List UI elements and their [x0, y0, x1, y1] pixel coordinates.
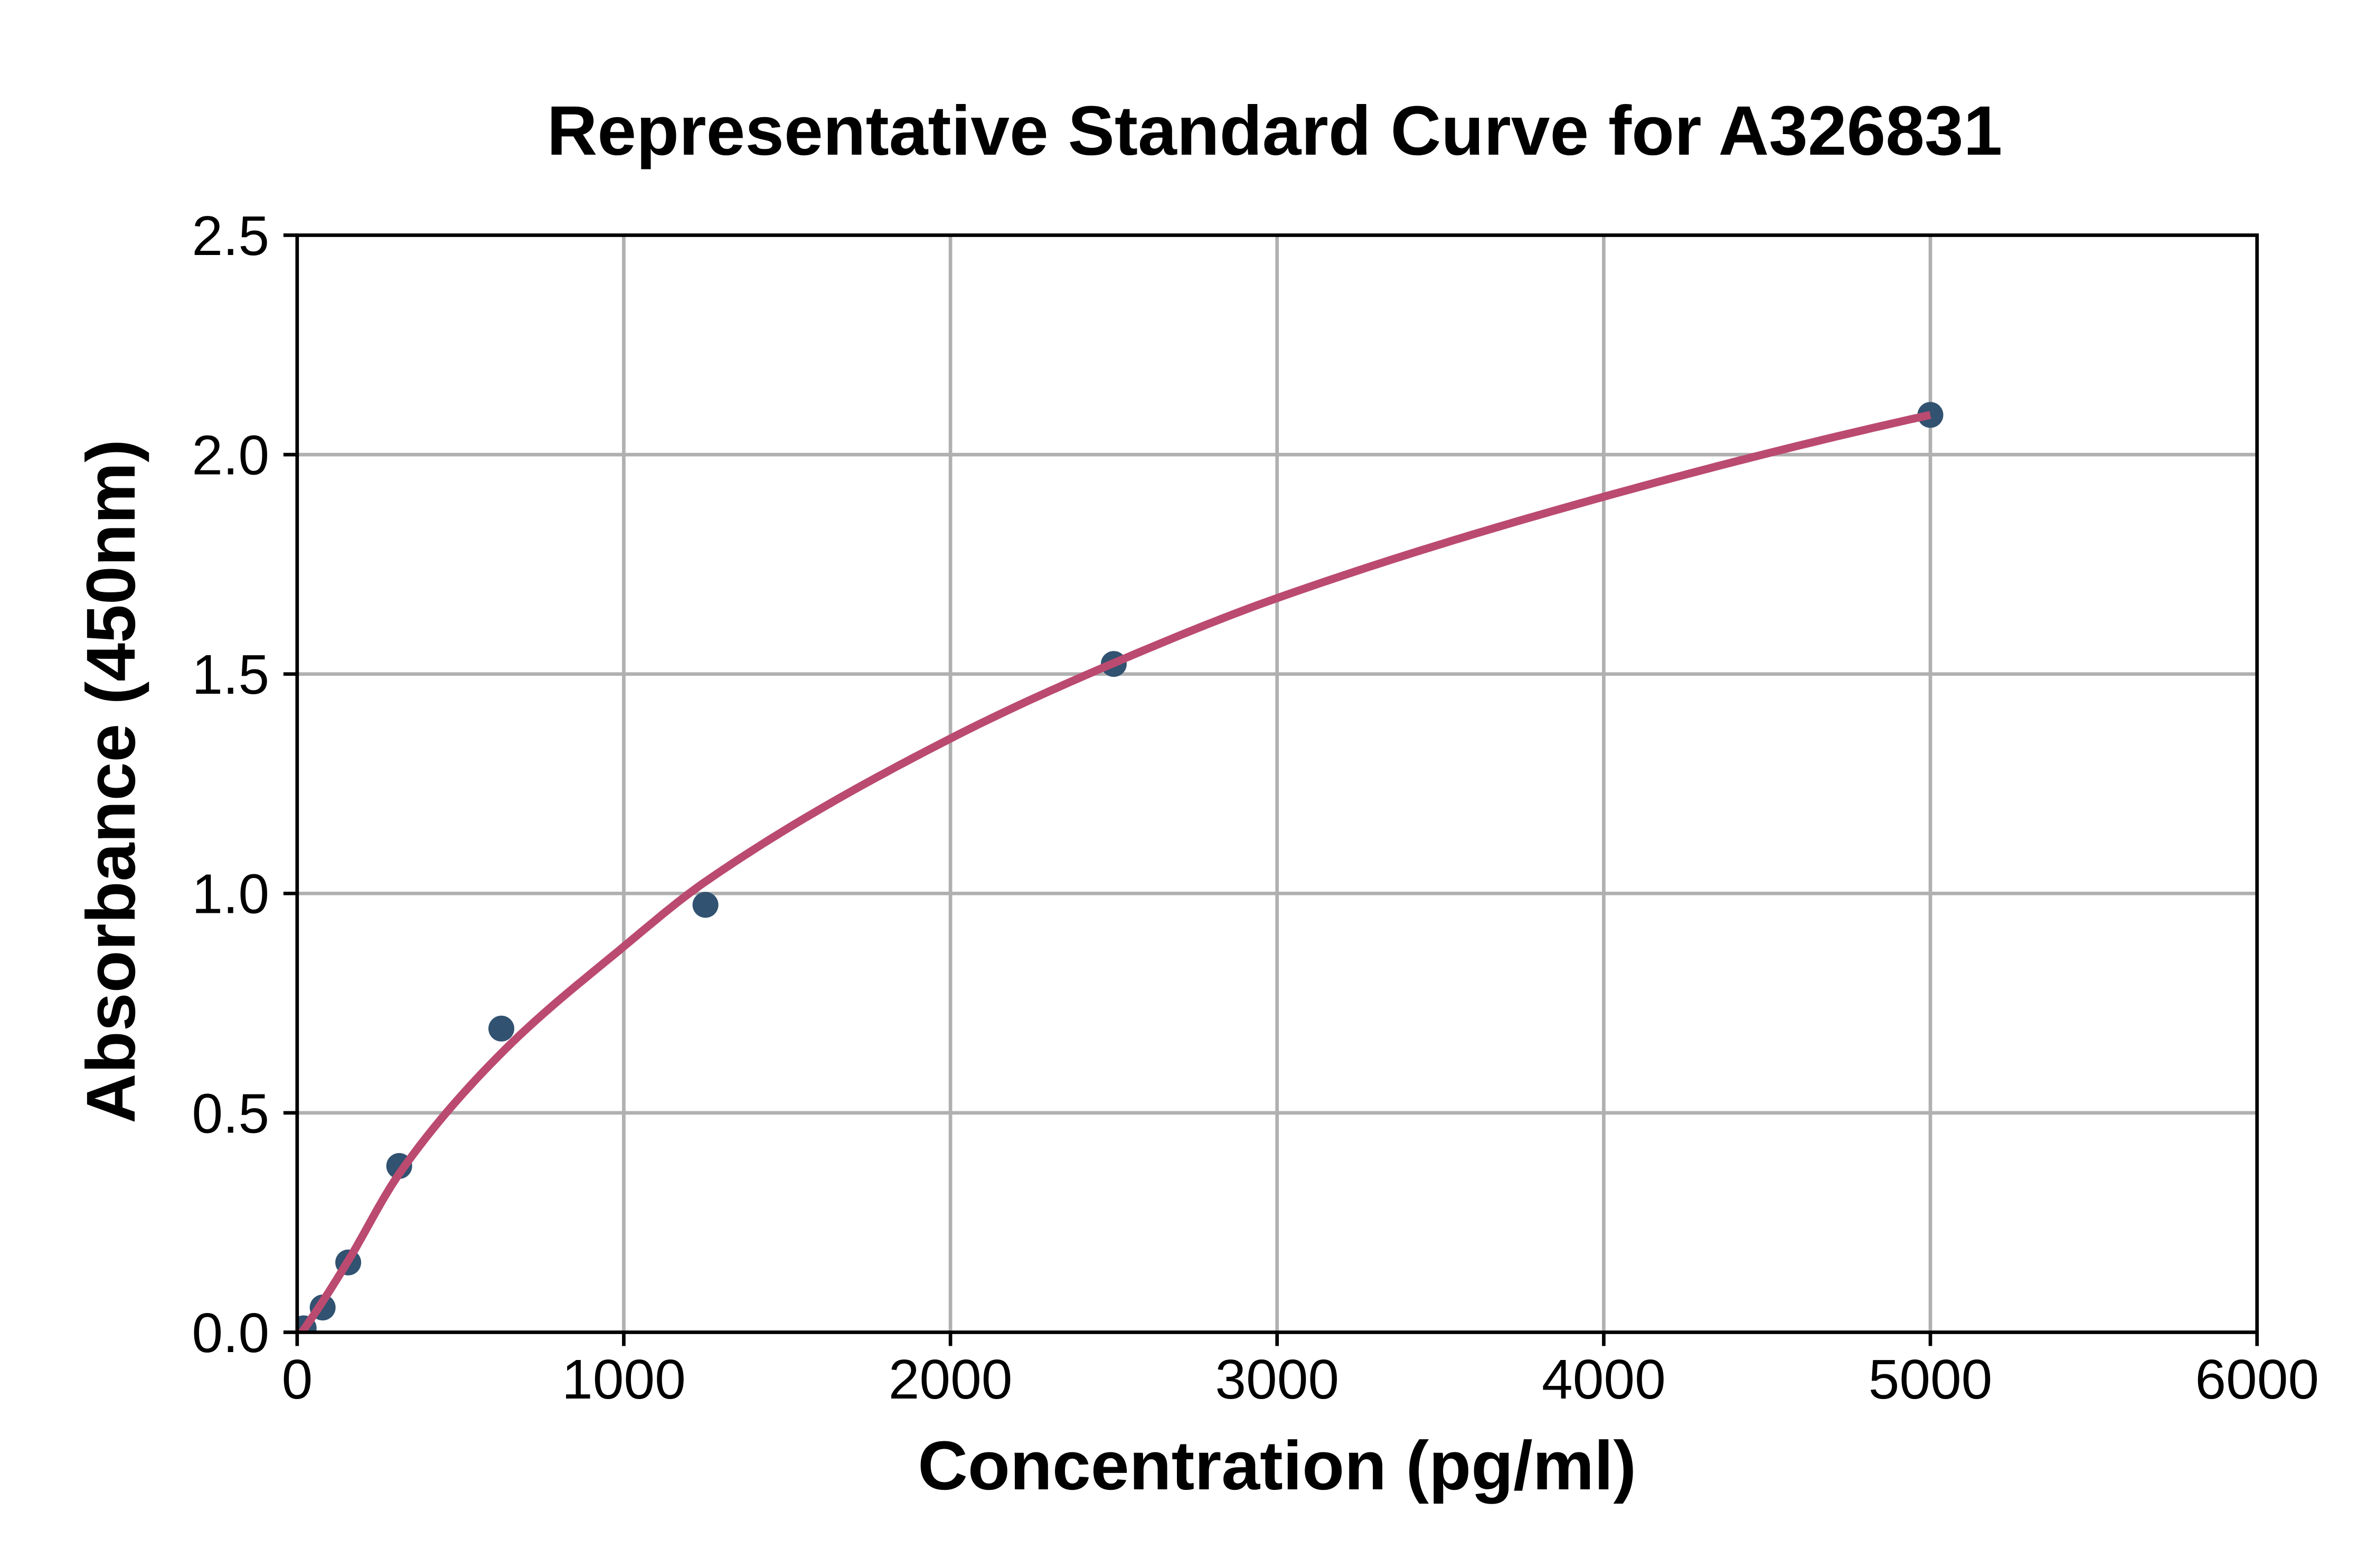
svg-text:2.0: 2.0	[192, 424, 269, 487]
svg-text:1.0: 1.0	[192, 863, 269, 925]
svg-text:Absorbance (450nm): Absorbance (450nm)	[72, 439, 149, 1123]
svg-text:0: 0	[281, 1348, 313, 1411]
svg-text:1.5: 1.5	[192, 644, 269, 706]
svg-text:0.5: 0.5	[192, 1082, 269, 1145]
svg-text:5000: 5000	[1869, 1348, 1993, 1411]
svg-text:2000: 2000	[889, 1348, 1013, 1411]
svg-text:1000: 1000	[562, 1348, 686, 1411]
svg-text:2.5: 2.5	[192, 205, 269, 267]
svg-text:0.0: 0.0	[192, 1302, 269, 1364]
svg-text:4000: 4000	[1542, 1348, 1666, 1411]
svg-text:Concentration (pg/ml): Concentration (pg/ml)	[918, 1427, 1636, 1504]
svg-text:Representative Standard Curve: Representative Standard Curve for A32683…	[547, 92, 2003, 170]
svg-text:6000: 6000	[2195, 1348, 2319, 1411]
svg-text:3000: 3000	[1215, 1348, 1339, 1411]
